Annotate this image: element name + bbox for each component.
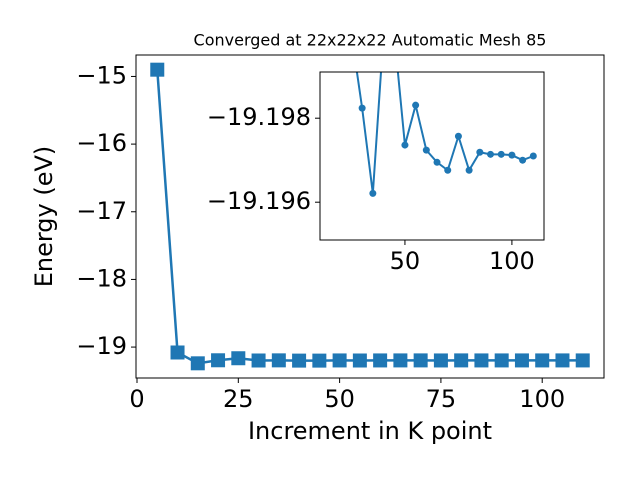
- marker: [444, 166, 452, 174]
- x-tick-label: 50: [390, 247, 421, 275]
- marker: [575, 353, 590, 368]
- x-tick-label: 0: [129, 385, 144, 413]
- y-tick-label: −16: [76, 129, 127, 157]
- marker: [412, 101, 420, 109]
- x-axis-label: Increment in K point: [248, 417, 492, 445]
- marker: [433, 353, 448, 368]
- marker: [454, 353, 469, 368]
- marker: [514, 353, 529, 368]
- line: [156, 69, 583, 365]
- x-tick-label: 75: [426, 385, 457, 413]
- marker: [476, 148, 484, 156]
- marker: [369, 189, 377, 197]
- marker: [332, 353, 347, 368]
- marker: [170, 345, 185, 360]
- y-tick-label: −19: [76, 332, 127, 360]
- marker: [271, 353, 286, 368]
- y-tick-label: −15: [76, 61, 127, 89]
- marker: [474, 353, 489, 368]
- x-tick-label: 100: [519, 385, 565, 413]
- marker: [352, 353, 367, 368]
- marker: [454, 132, 462, 140]
- axes-frame: [319, 71, 545, 241]
- marker: [519, 156, 527, 164]
- marker: [433, 158, 441, 166]
- marker: [465, 166, 473, 174]
- marker: [393, 353, 408, 368]
- marker: [312, 353, 327, 368]
- y-tick-label: −19.198: [207, 103, 311, 131]
- y-tick-label: −19.196: [207, 187, 311, 215]
- x-tick-label: 100: [489, 247, 535, 275]
- x-tick-label: 25: [223, 385, 254, 413]
- marker: [251, 353, 266, 368]
- marker: [529, 152, 537, 160]
- marker: [211, 353, 226, 368]
- marker: [190, 356, 205, 371]
- marker: [508, 151, 516, 159]
- marker: [150, 62, 165, 77]
- marker: [487, 150, 495, 158]
- y-tick-label: −18: [76, 264, 127, 292]
- marker: [413, 353, 428, 368]
- marker: [373, 353, 388, 368]
- series: [150, 62, 590, 371]
- x-tick-label: 50: [324, 385, 355, 413]
- marker: [494, 353, 509, 368]
- marker: [535, 353, 550, 368]
- marker: [292, 353, 307, 368]
- axes-frame: [135, 54, 605, 379]
- marker: [358, 104, 366, 112]
- y-axis-label: Energy (eV): [30, 146, 58, 288]
- y-tick-label: −17: [76, 197, 127, 225]
- series: [355, 72, 537, 197]
- chart-title: Converged at 22x22x22 Automatic Mesh 85: [194, 31, 547, 50]
- marker: [231, 351, 246, 366]
- marker: [555, 353, 570, 368]
- marker: [422, 146, 430, 154]
- marker: [497, 150, 505, 158]
- marker: [401, 141, 409, 149]
